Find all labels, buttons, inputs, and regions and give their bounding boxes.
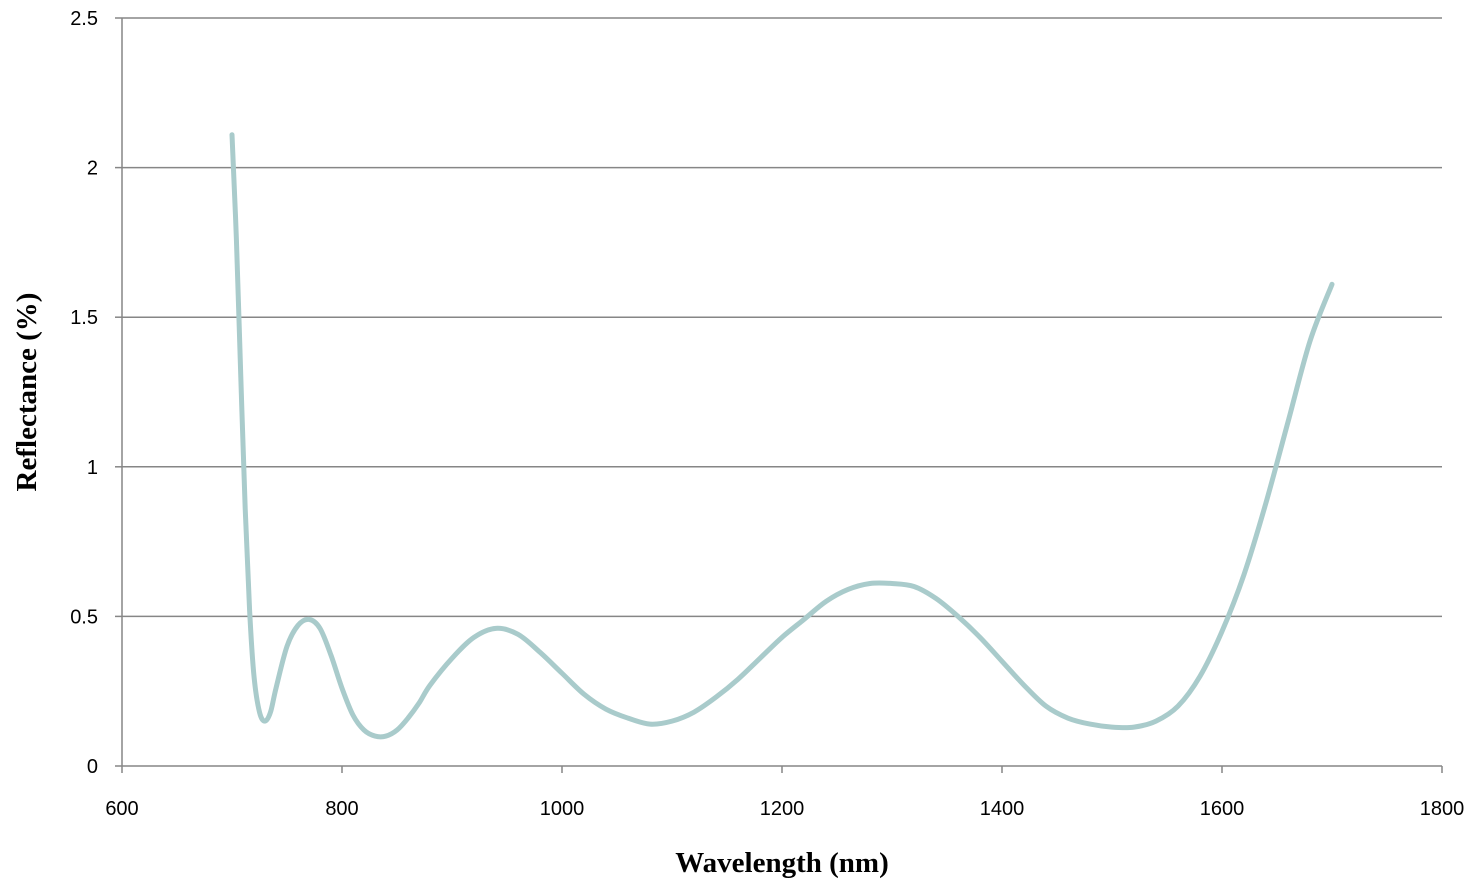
y-axis-title: Reflectance (%) — [11, 293, 43, 492]
x-tick-label-2: 1000 — [540, 798, 585, 820]
y-tick-label-2: 1 — [87, 457, 98, 479]
x-tick-label-6: 1800 — [1420, 798, 1465, 820]
y-tick-label-0: 0 — [87, 756, 98, 778]
tick-labels: 0 0.5 1 1.5 2 2.5 600 800 1000 1200 1400 1600 1800 — [70, 8, 1464, 820]
y-tick-label-5: 2.5 — [70, 8, 98, 30]
x-axis-title: Wavelength (nm) — [675, 847, 888, 879]
axes — [115, 17, 1443, 773]
y-tick-label-3: 1.5 — [70, 307, 98, 329]
series-layer — [229, 132, 1335, 740]
gridlines — [122, 17, 1442, 618]
series-line-0 — [229, 132, 1335, 740]
x-tick-label-1: 800 — [325, 798, 358, 820]
x-tick-label-3: 1200 — [760, 798, 805, 820]
x-tick-label-5: 1600 — [1200, 798, 1245, 820]
x-tick-label-4: 1400 — [980, 798, 1025, 820]
y-tick-label-1: 0.5 — [70, 606, 98, 628]
x-tick-label-0: 600 — [105, 798, 138, 820]
y-tick-label-4: 2 — [87, 158, 98, 180]
